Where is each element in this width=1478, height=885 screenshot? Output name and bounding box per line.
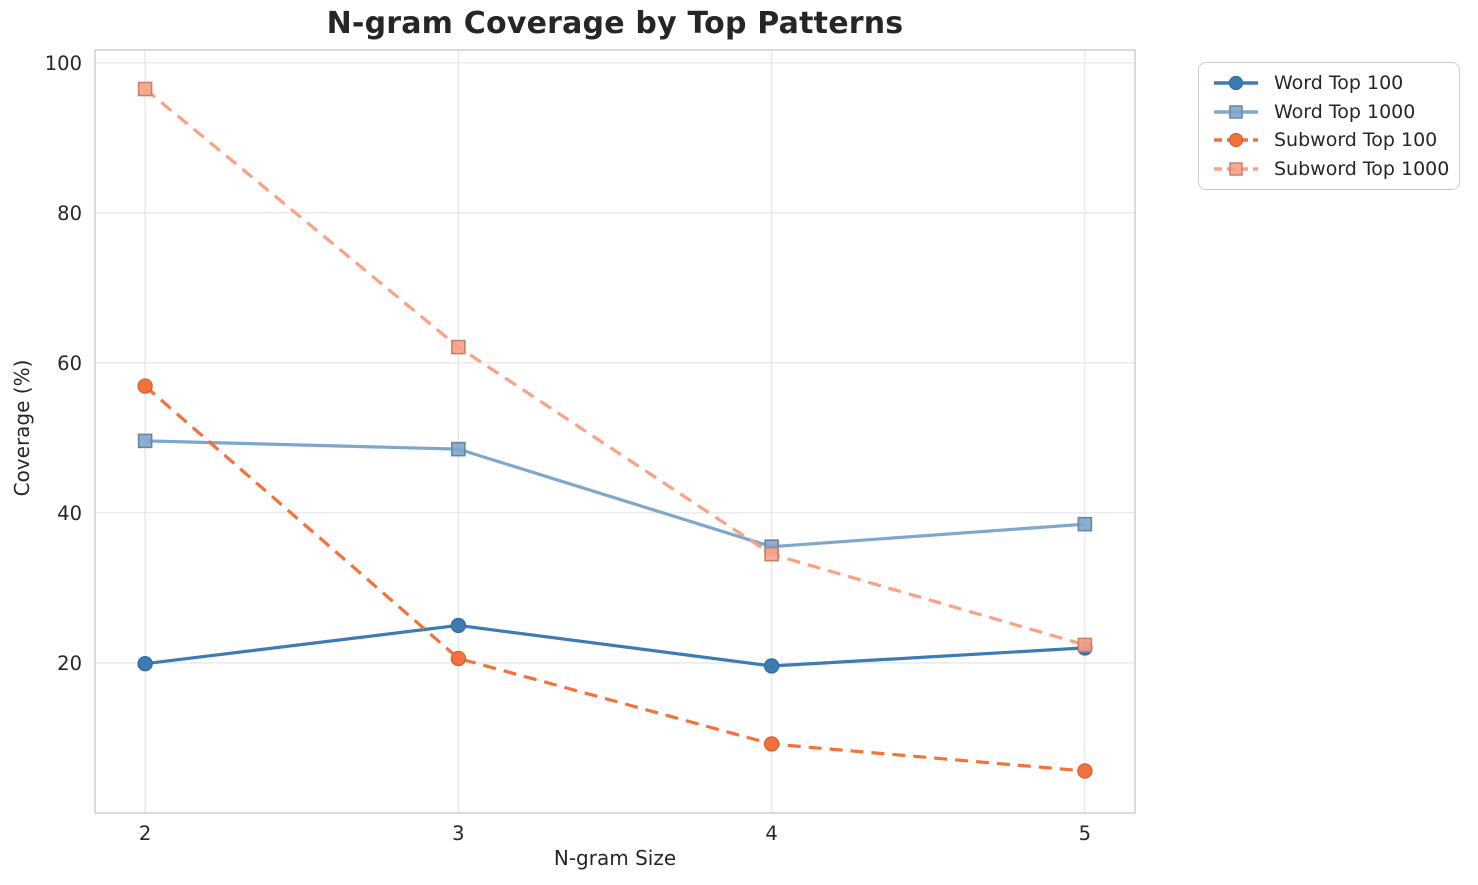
y-tick-label-20: 20: [57, 652, 82, 675]
marker-subword-top-100-x3: [450, 650, 467, 667]
legend-marker-subword-top-1000: [1229, 162, 1243, 176]
marker-word-top-1000-x2: [137, 433, 153, 449]
marker-subword-top-100-x5: [1077, 763, 1093, 779]
plot-frame: [94, 49, 1136, 814]
marker-subword-top-100-x4: [763, 736, 780, 752]
marker-word-top-100-x3: [450, 617, 467, 634]
y-tick-label-60: 60: [57, 352, 82, 375]
marker-subword-top-100-x2: [137, 378, 153, 394]
marker-word-top-100-x4: [763, 658, 780, 674]
marker-word-top-100-x2: [137, 656, 153, 672]
chart-title: N-gram Coverage by Top Patterns: [326, 6, 904, 41]
legend-label-word-top-1000: Word Top 1000: [1274, 100, 1416, 123]
legend-marker-word-top-1000: [1229, 105, 1243, 119]
y-axis-label: Coverage (%): [10, 359, 34, 497]
legend-label-subword-top-1000: Subword Top 1000: [1274, 157, 1450, 180]
legend-word-top-1000-swatch-icon: [1214, 105, 1258, 119]
marker-word-top-1000-x5: [1077, 516, 1093, 532]
legend-word-top-100-swatch-icon: [1214, 76, 1258, 91]
series-line-subword-top-100: [144, 384, 1086, 773]
legend: Word Top 100 Word Top 1000 Subword Top 100…: [1198, 62, 1460, 190]
series-line-word-top-1000: [145, 439, 1086, 549]
x-tick-label-5: 5: [1079, 822, 1091, 845]
legend-marker-subword-top-100: [1228, 133, 1244, 148]
legend-item-word-top-1000: Word Top 1000: [1211, 99, 1459, 125]
legend-item-word-top-100: Word Top 100: [1211, 70, 1459, 96]
series-line-subword-top-1000: [144, 87, 1086, 647]
marker-subword-top-1000-x3: [451, 339, 466, 355]
marker-subword-top-1000-x5: [1077, 637, 1093, 653]
marker-word-top-1000-x3: [451, 441, 466, 457]
x-tick-label-3: 3: [452, 822, 464, 845]
marker-subword-top-1000-x2: [137, 81, 153, 97]
legend-subword-top-100-swatch-icon: [1214, 133, 1258, 148]
series-line-word-top-100: [144, 623, 1085, 668]
x-tick-label-2: 2: [139, 822, 151, 845]
legend-subword-top-1000-swatch-icon: [1214, 162, 1258, 176]
marker-subword-top-1000-x4: [764, 546, 779, 562]
y-tick-label-40: 40: [57, 502, 82, 525]
legend-marker-word-top-100: [1228, 76, 1244, 91]
x-axis-label: N-gram Size: [553, 846, 677, 870]
legend-label-word-top-100: Word Top 100: [1274, 72, 1404, 95]
legend-label-subword-top-100: Subword Top 100: [1274, 129, 1438, 152]
legend-item-subword-top-100: Subword Top 100: [1211, 127, 1459, 153]
y-tick-label-100: 100: [45, 52, 82, 75]
legend-item-subword-top-1000: Subword Top 1000: [1211, 156, 1459, 182]
x-tick-label-4: 4: [765, 822, 777, 845]
y-tick-label-80: 80: [57, 202, 82, 225]
